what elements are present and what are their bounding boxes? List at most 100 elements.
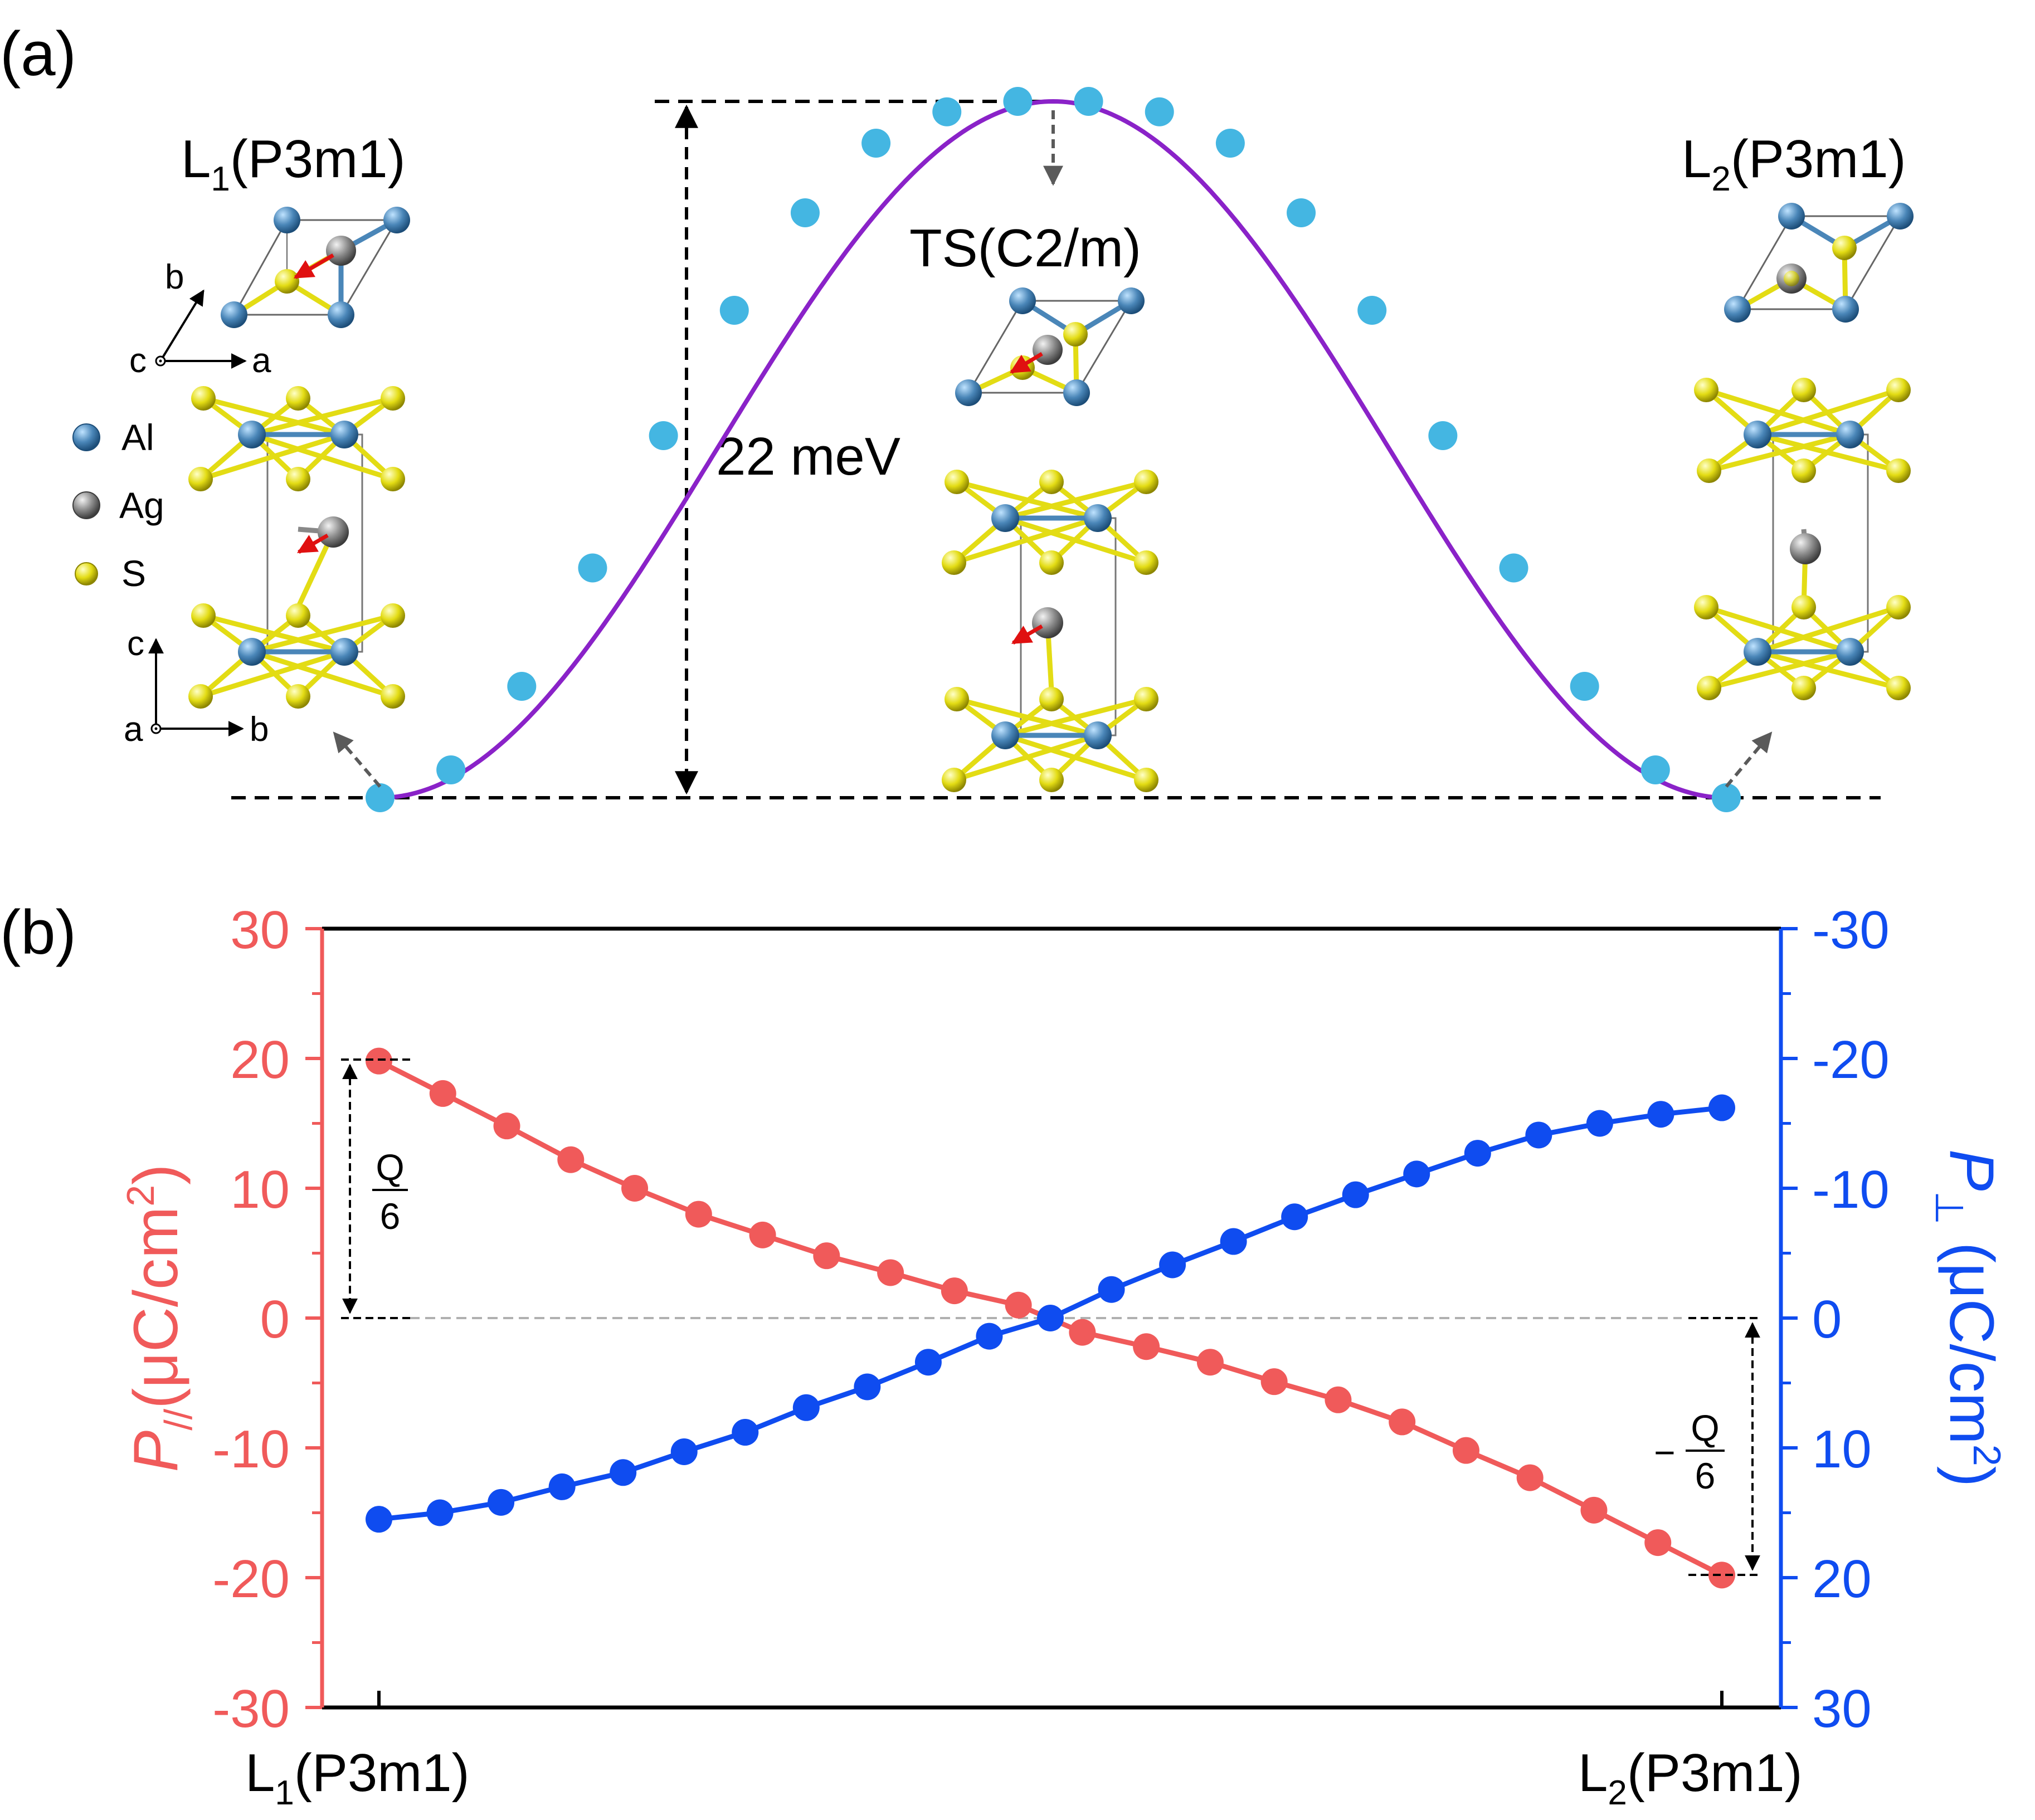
polarization-point (1647, 1101, 1674, 1128)
TS-side-view (942, 470, 1158, 792)
pointer-left (333, 731, 382, 788)
ylabel-left: P//(μC/cm2) (119, 1164, 200, 1472)
energy-point (436, 755, 466, 784)
polarization-point (1464, 1140, 1491, 1167)
polarization-point (854, 1373, 881, 1401)
polarization-point (1281, 1203, 1308, 1231)
ytick-right-label: 10 (1812, 1419, 1872, 1479)
polarization-point (685, 1201, 712, 1228)
p-perp-points (366, 1094, 1735, 1533)
annotation-right: − Q 6 (1654, 1317, 1761, 1576)
p-parallel-points (366, 1047, 1735, 1589)
polarization-point (557, 1146, 585, 1173)
left-ticks: 30 20 10 0 -10 -20 -30 (212, 900, 322, 1739)
polarization-point (1196, 1349, 1224, 1376)
legend-ag-sphere (72, 491, 100, 519)
polarization-point (548, 1473, 576, 1500)
polarization-point (1708, 1094, 1735, 1121)
polarization-point (941, 1277, 968, 1305)
L2-structure-label: L2(P3m1) (1682, 129, 1906, 198)
polarization-point (1389, 1408, 1416, 1436)
polarization-point (429, 1080, 456, 1107)
legend-s-sphere (75, 562, 98, 585)
L1-top-view (221, 207, 410, 328)
energy-point (1287, 198, 1316, 227)
polarization-point (1580, 1496, 1608, 1524)
L1-structure-label: L1(P3m1) (181, 129, 406, 198)
panel-b: (b) 30 20 10 0 -10 -20 -30 -30 -20 -10 0 10 20 30 Q … (0, 897, 2009, 1812)
ytick-left-label: 30 (230, 900, 290, 960)
legend-al-label: Al (121, 417, 154, 458)
energy-point (1570, 672, 1599, 701)
polarization-point (792, 1394, 820, 1421)
energy-point (790, 198, 820, 227)
legend-ag-label: Ag (119, 485, 164, 526)
polarization-point (1133, 1333, 1160, 1360)
ylabel-right: P⊥ (μC/cm2) (1927, 1149, 2009, 1487)
ytick-left-label: 0 (260, 1290, 290, 1349)
polarization-point (670, 1438, 698, 1465)
ytick-right-label: -20 (1812, 1030, 1890, 1090)
polarization-point (1708, 1562, 1735, 1589)
polarization-point (813, 1242, 840, 1270)
xtick-label-L2: L2(P3m1) (1578, 1743, 1803, 1812)
energy-point (1357, 296, 1387, 325)
ytick-right-label: 30 (1812, 1679, 1872, 1739)
svg-text:b: b (250, 710, 269, 749)
L2-side-view (1694, 378, 1911, 700)
polarization-point (1159, 1251, 1186, 1279)
ytick-right-label: -30 (1812, 900, 1890, 960)
polarization-point (621, 1175, 649, 1202)
ytick-left-label: -10 (212, 1419, 290, 1479)
polarization-point (1525, 1121, 1552, 1149)
energy-points (366, 87, 1741, 812)
polarization-point (976, 1323, 1003, 1350)
TS-top-view (955, 287, 1145, 406)
svg-text:a: a (124, 710, 143, 749)
right-ticks: -30 -20 -10 0 10 20 30 (1781, 900, 1890, 1739)
pointer-right (1725, 731, 1773, 788)
polarization-point (1586, 1110, 1613, 1137)
energy-point (507, 672, 537, 701)
polarization-point (1325, 1386, 1352, 1413)
energy-point (1712, 783, 1741, 812)
svg-text:c: c (129, 341, 147, 380)
panel-b-label: (b) (0, 897, 76, 967)
energy-point (1640, 755, 1670, 784)
polarization-point (426, 1499, 454, 1526)
energy-point (1003, 87, 1033, 116)
svg-text:c: c (127, 624, 144, 663)
ytick-right-label: 20 (1812, 1549, 1872, 1609)
polarization-point (1260, 1368, 1288, 1396)
xtick-label-L1: L1(P3m1) (245, 1743, 470, 1812)
energy-point (1215, 129, 1245, 158)
polarization-point (1403, 1160, 1430, 1188)
energy-point (649, 421, 678, 450)
energy-point (1145, 97, 1174, 126)
L1-side-view (188, 386, 405, 709)
energy-point (719, 296, 749, 325)
polarization-point (1037, 1305, 1064, 1331)
ytick-left-label: 10 (230, 1160, 290, 1219)
annot-left-den: 6 (380, 1196, 401, 1237)
polarization-point (732, 1419, 759, 1446)
polarization-point (1098, 1276, 1125, 1303)
ts-label: TS(C2/m) (909, 218, 1141, 278)
polarization-point (610, 1459, 637, 1486)
ytick-left-label: -20 (212, 1549, 290, 1609)
atom-legend: Al Ag S (72, 417, 164, 594)
annot-right-sign: − (1654, 1432, 1676, 1473)
energy-point (1499, 553, 1528, 583)
polarization-point (1342, 1181, 1369, 1208)
barrier-label: 22 meV (716, 427, 900, 486)
annot-left-num: Q (376, 1146, 404, 1188)
panel-a: (a) 22 meV L1(P3m1) L2(P3m1) TS(C2/m) b … (0, 19, 1914, 812)
polarization-point (366, 1506, 392, 1533)
energy-point (366, 783, 395, 812)
annotation-left: Q 6 (341, 1058, 413, 1319)
annot-right-den: 6 (1695, 1455, 1716, 1496)
polarization-point (877, 1259, 904, 1286)
energy-point (1428, 421, 1458, 450)
energy-point (932, 97, 962, 126)
L2-top-view (1724, 203, 1914, 323)
